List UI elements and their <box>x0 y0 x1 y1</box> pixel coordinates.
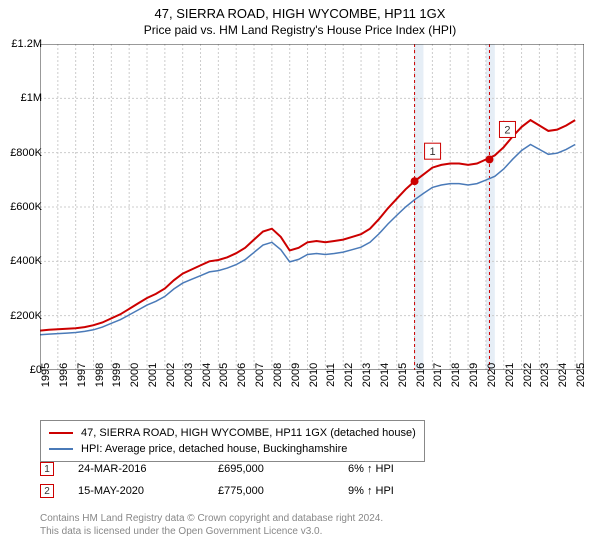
legend: 47, SIERRA ROAD, HIGH WYCOMBE, HP11 1GX … <box>40 420 425 462</box>
x-axis-label: 1995 <box>40 363 52 387</box>
x-axis-label: 2018 <box>450 363 462 387</box>
x-axis-label: 2004 <box>201 363 213 387</box>
table-row: 2 15-MAY-2020 £775,000 9% ↑ HPI <box>40 480 448 502</box>
tx-diff: 6% ↑ HPI <box>348 463 448 475</box>
x-axis-label: 1998 <box>94 363 106 387</box>
x-axis-label: 1996 <box>58 363 70 387</box>
footnote-line: Contains HM Land Registry data © Crown c… <box>40 512 383 525</box>
marker-box-1: 1 <box>40 462 54 476</box>
x-axis-label: 2013 <box>361 363 373 387</box>
y-axis-label: £400K <box>6 255 42 267</box>
marker-box-2: 2 <box>40 484 54 498</box>
legend-item-property: 47, SIERRA ROAD, HIGH WYCOMBE, HP11 1GX … <box>49 425 416 441</box>
x-axis-label: 2019 <box>468 363 480 387</box>
x-axis-label: 2014 <box>379 363 391 387</box>
legend-label: HPI: Average price, detached house, Buck… <box>81 443 347 455</box>
page-subtitle: Price paid vs. HM Land Registry's House … <box>0 21 600 41</box>
x-axis-label: 1997 <box>76 363 88 387</box>
x-axis-label: 2025 <box>575 363 587 387</box>
x-axis-label: 2022 <box>522 363 534 387</box>
tx-price: £775,000 <box>218 485 348 497</box>
tx-date: 24-MAR-2016 <box>78 463 218 475</box>
legend-item-hpi: HPI: Average price, detached house, Buck… <box>49 441 416 457</box>
x-axis-label: 2021 <box>504 363 516 387</box>
x-axis-label: 2006 <box>236 363 248 387</box>
price-chart: 12 <box>40 44 584 370</box>
x-axis-label: 1999 <box>111 363 123 387</box>
tx-date: 15-MAY-2020 <box>78 485 218 497</box>
x-axis-label: 2001 <box>147 363 159 387</box>
x-axis-label: 2024 <box>557 363 569 387</box>
x-axis-label: 2000 <box>129 363 141 387</box>
svg-text:2: 2 <box>504 124 510 136</box>
x-axis-label: 2005 <box>218 363 230 387</box>
y-axis-label: £200K <box>6 310 42 322</box>
footnote: Contains HM Land Registry data © Crown c… <box>40 512 383 538</box>
tx-price: £695,000 <box>218 463 348 475</box>
x-axis-label: 2010 <box>308 363 320 387</box>
y-axis-label: £1.2M <box>6 38 42 50</box>
y-axis-label: £1M <box>6 92 42 104</box>
transactions-table: 1 24-MAR-2016 £695,000 6% ↑ HPI 2 15-MAY… <box>40 458 448 502</box>
x-axis-label: 2017 <box>432 363 444 387</box>
legend-label: 47, SIERRA ROAD, HIGH WYCOMBE, HP11 1GX … <box>81 427 416 439</box>
y-axis-label: £800K <box>6 147 42 159</box>
x-axis-label: 2007 <box>254 363 266 387</box>
svg-text:1: 1 <box>429 146 435 158</box>
x-axis-label: 2008 <box>272 363 284 387</box>
page-title: 47, SIERRA ROAD, HIGH WYCOMBE, HP11 1GX <box>0 0 600 21</box>
x-axis-label: 2015 <box>397 363 409 387</box>
y-axis-label: £600K <box>6 201 42 213</box>
x-axis-label: 2002 <box>165 363 177 387</box>
x-axis-label: 2020 <box>486 363 498 387</box>
x-axis-label: 2009 <box>290 363 302 387</box>
footnote-line: This data is licensed under the Open Gov… <box>40 525 383 538</box>
x-axis-label: 2003 <box>183 363 195 387</box>
y-axis-label: £0 <box>6 364 42 376</box>
table-row: 1 24-MAR-2016 £695,000 6% ↑ HPI <box>40 458 448 480</box>
x-axis-label: 2023 <box>539 363 551 387</box>
tx-diff: 9% ↑ HPI <box>348 485 448 497</box>
x-axis-label: 2011 <box>325 363 337 387</box>
x-axis-label: 2016 <box>415 363 427 387</box>
x-axis-label: 2012 <box>343 363 355 387</box>
